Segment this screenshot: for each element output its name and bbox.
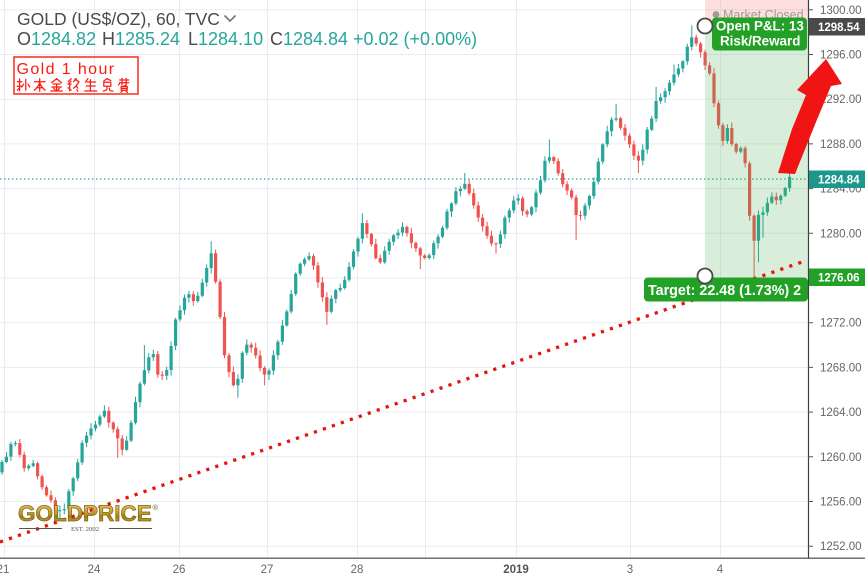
svg-text:1276.06: 1276.06 xyxy=(818,273,860,285)
svg-text:1256.00: 1256.00 xyxy=(820,497,862,509)
svg-text:3: 3 xyxy=(627,564,633,576)
svg-text:1260.00: 1260.00 xyxy=(820,452,862,464)
svg-text:26: 26 xyxy=(173,564,186,576)
svg-text:1296.00: 1296.00 xyxy=(820,50,862,62)
svg-text:Open P&L: 13: Open P&L: 13 xyxy=(716,19,804,34)
svg-text:1284.84: 1284.84 xyxy=(818,175,860,187)
svg-text:Target: 22.48 (1.73%) 2: Target: 22.48 (1.73%) 2 xyxy=(648,283,801,299)
svg-text:Risk/Reward: Risk/Reward xyxy=(720,34,800,49)
svg-text:4: 4 xyxy=(717,564,724,576)
svg-text:L1284.10: L1284.10 xyxy=(188,29,263,49)
svg-text:+0.02 (+0.00%): +0.02 (+0.00%) xyxy=(353,29,477,49)
svg-text:1252.00: 1252.00 xyxy=(820,541,862,553)
svg-text:2019: 2019 xyxy=(503,564,529,576)
svg-text:1268.00: 1268.00 xyxy=(820,362,862,374)
svg-text:®: ® xyxy=(153,503,159,512)
svg-text:O1284.82: O1284.82 xyxy=(17,29,96,49)
svg-text:1300.00: 1300.00 xyxy=(820,5,862,17)
svg-text:GOLD (US$/OZ), 60, TVC: GOLD (US$/OZ), 60, TVC xyxy=(17,9,220,29)
svg-text:1292.00: 1292.00 xyxy=(820,94,862,106)
svg-text:EST. 2002: EST. 2002 xyxy=(71,526,99,533)
svg-text:28: 28 xyxy=(351,564,364,576)
svg-text:1298.54: 1298.54 xyxy=(818,22,860,34)
svg-text:1272.00: 1272.00 xyxy=(820,318,862,330)
svg-text:1264.00: 1264.00 xyxy=(820,407,862,419)
svg-text:H1285.24: H1285.24 xyxy=(102,29,180,49)
svg-text:24: 24 xyxy=(88,564,101,576)
svg-text:27: 27 xyxy=(261,564,274,576)
svg-text:1280.00: 1280.00 xyxy=(820,228,862,240)
svg-text:21: 21 xyxy=(0,564,9,576)
svg-text:Gold 1 hour: Gold 1 hour xyxy=(17,61,116,78)
svg-text:1288.00: 1288.00 xyxy=(820,139,862,151)
svg-text:GOLDPRICE: GOLDPRICE xyxy=(18,501,152,526)
svg-text:C1284.84: C1284.84 xyxy=(270,29,348,49)
